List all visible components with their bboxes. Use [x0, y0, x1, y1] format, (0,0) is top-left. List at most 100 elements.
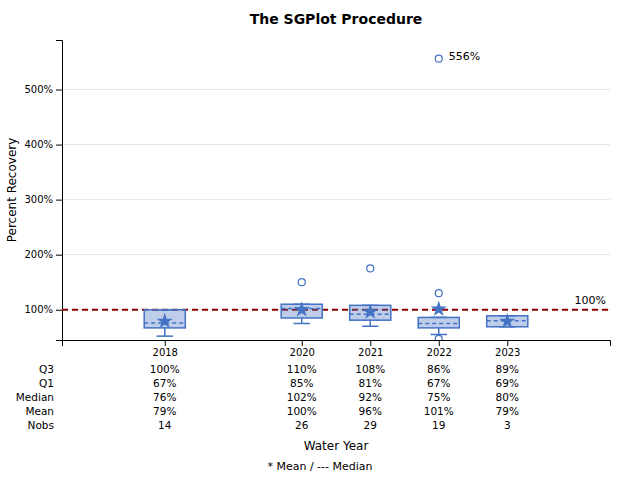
table-row-label: Median [16, 391, 54, 403]
table-row-label: Q1 [39, 377, 54, 389]
table-cell: 79% [496, 405, 519, 417]
table-cell: 67% [153, 377, 176, 389]
whisker [438, 328, 440, 335]
tick-mark [302, 340, 303, 346]
outlier [435, 55, 442, 62]
table-cell: 79% [153, 405, 176, 417]
tick-label: 2022 [427, 347, 452, 358]
tick: 2023 [495, 340, 520, 358]
table-cell: 67% [427, 377, 450, 389]
box [144, 310, 185, 328]
tick-label: 300% [24, 194, 53, 205]
table-cell: 102% [287, 391, 317, 403]
whisker [370, 320, 372, 326]
table-cell: 75% [427, 391, 450, 403]
annotation: 556% [449, 50, 480, 63]
tick: 2020 [290, 340, 315, 358]
tick-label: 2021 [358, 347, 383, 358]
table-row-label: Mean [25, 405, 54, 417]
tick: 500% [24, 84, 62, 95]
axis-line [63, 341, 611, 347]
box-group [350, 303, 391, 326]
chart: 100% 200% 300% 400% 500% 2018 2020 2021 2022 2023… [0, 0, 640, 480]
x-axis: 2018 2020 2021 2022 2023 [63, 340, 611, 358]
mean-marker [499, 313, 515, 328]
outlier [298, 279, 305, 286]
whisker-cap [157, 335, 173, 337]
plot: 100% 200% 300% 400% 500% 2018 2020 2021 2022 2023… [5, 41, 611, 454]
mean-marker [362, 303, 378, 318]
table-cell: 26 [295, 419, 309, 431]
table-cell: 100% [150, 363, 180, 375]
outlier [435, 290, 442, 297]
table-cell: 89% [496, 363, 519, 375]
stats-table: Q3100%110%108%86%89%Q167%85%81%67%69%Med… [16, 363, 519, 431]
table-cell: 85% [290, 377, 313, 389]
grid [62, 90, 610, 310]
table-cell: 3 [504, 419, 511, 431]
table-row-label: Nobs [28, 419, 54, 431]
tick: 200% [24, 249, 62, 260]
table-cell: 81% [359, 377, 382, 389]
footer: * Mean / --- Median [267, 460, 372, 473]
box-group [418, 301, 459, 335]
y-axis: 100% 200% 300% 400% 500% [24, 41, 62, 341]
box-group [487, 313, 528, 328]
table-cell: 19 [432, 419, 445, 431]
outlier [435, 335, 442, 340]
reference-label: 100% [575, 294, 606, 307]
table-cell: 69% [496, 377, 519, 389]
tick-label: 100% [24, 304, 53, 315]
tick: 400% [24, 139, 62, 150]
whisker [164, 328, 166, 336]
tick: 2022 [427, 340, 452, 358]
table-cell: 80% [496, 391, 519, 403]
table-cell: 92% [359, 391, 382, 403]
mean-marker [294, 301, 310, 316]
table-cell: 86% [427, 363, 450, 375]
box-group [144, 310, 185, 336]
tick-mark [439, 340, 440, 346]
table-cell: 29 [364, 419, 377, 431]
table-cell: 100% [287, 405, 317, 417]
tick: 2021 [358, 340, 383, 358]
annotations: 556% 100% [449, 50, 606, 307]
tick-label: 200% [24, 249, 53, 260]
table-cell: 76% [153, 391, 176, 403]
box [418, 317, 459, 327]
outlier [367, 265, 374, 272]
tick-mark [56, 200, 62, 201]
y-axis-title: Percent Recovery [5, 138, 19, 243]
marks [62, 55, 610, 340]
whisker [301, 318, 303, 324]
grid-line [62, 89, 610, 90]
tick: 100% [24, 304, 62, 315]
tick-mark [165, 340, 166, 346]
table-cell: 110% [287, 363, 317, 375]
tick-mark [370, 340, 371, 346]
table-cell: 108% [355, 363, 385, 375]
x-axis-title: Water Year [304, 439, 369, 453]
grid-line [62, 144, 610, 145]
table-cell: 101% [424, 405, 454, 417]
whisker-cap [294, 323, 310, 325]
grid-line [62, 254, 610, 255]
tick-label: 2020 [290, 347, 315, 358]
tick-mark [56, 255, 62, 256]
box-group [281, 301, 322, 323]
tick-mark [56, 90, 62, 91]
mean-marker [157, 313, 173, 328]
tick-label: 2018 [153, 347, 178, 358]
tick-label: 400% [24, 139, 53, 150]
table-cell: 96% [359, 405, 382, 417]
median-line [418, 323, 459, 325]
table-cell: 14 [158, 419, 172, 431]
tick: 300% [24, 194, 62, 205]
axis-line [56, 41, 63, 341]
tick-mark [56, 145, 62, 146]
tick-label: 2023 [495, 347, 520, 358]
tick: 2018 [153, 340, 178, 358]
title: The SGPlot Procedure [250, 11, 423, 27]
tick-mark [56, 310, 62, 311]
whisker-cap [362, 325, 378, 327]
